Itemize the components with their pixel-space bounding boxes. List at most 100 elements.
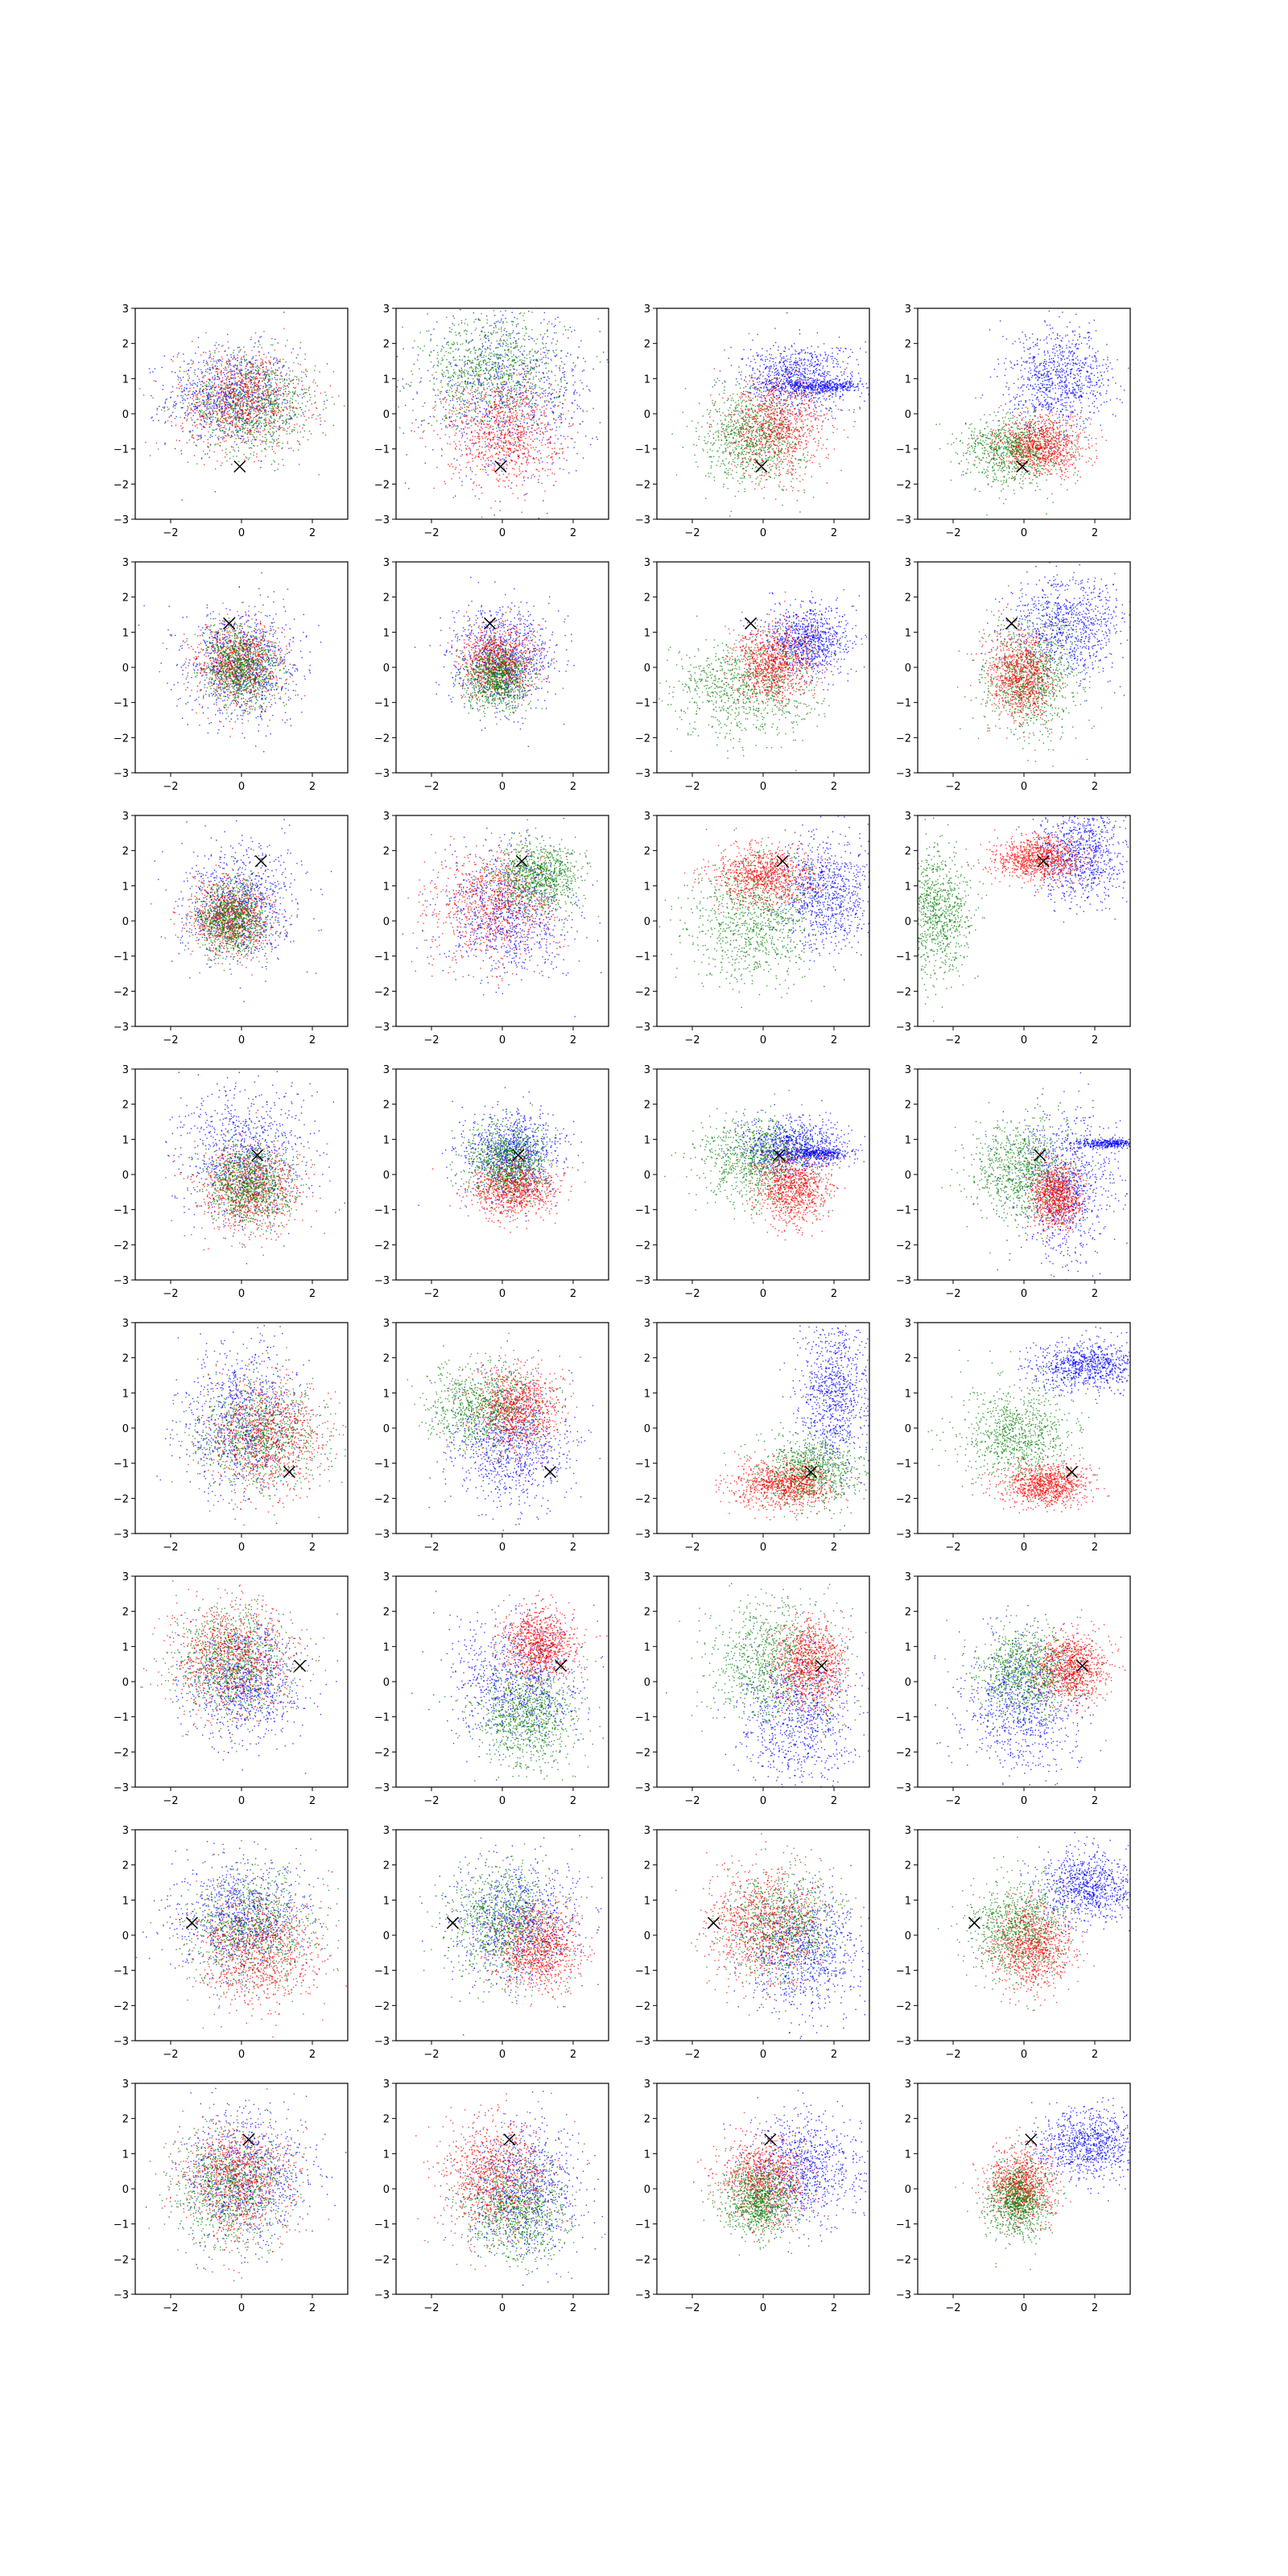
- y-tick-label: −2: [635, 1493, 650, 1505]
- x-tick-label: 0: [238, 2302, 245, 2314]
- green-point-cloud: [151, 1840, 340, 2017]
- y-tick-label: −3: [374, 1529, 390, 1541]
- x-tick-label: 2: [570, 1034, 576, 1046]
- y-tick-label: −1: [114, 444, 129, 456]
- x-marker: [255, 856, 266, 867]
- axes-frame: [396, 1576, 609, 1787]
- y-tick-label: 2: [383, 2114, 390, 2126]
- x-tick-label: 2: [309, 1034, 316, 1046]
- y-tick-label: 2: [644, 339, 650, 351]
- green-point-cloud: [464, 819, 600, 931]
- y-tick-label: 0: [644, 1677, 650, 1689]
- point-clouds: [407, 1333, 601, 1531]
- y-tick-label: −3: [635, 768, 650, 780]
- y-tick-label: −3: [374, 514, 390, 526]
- y-tick-label: 2: [383, 1353, 390, 1365]
- x-tick-label: 0: [760, 527, 766, 539]
- point-clouds: [664, 1090, 865, 1241]
- y-tick-label: −1: [114, 698, 129, 710]
- x-marker: [295, 1660, 306, 1671]
- x-tick-label: 0: [760, 1288, 766, 1300]
- point-clouds: [666, 1583, 869, 1788]
- point-clouds: [918, 815, 1131, 1022]
- y-tick-label: 0: [644, 2184, 650, 2196]
- point-clouds: [941, 1072, 1130, 1281]
- x-marker: [1006, 617, 1018, 629]
- x-tick-label: −2: [945, 1542, 960, 1554]
- y-tick-label: 2: [122, 1353, 129, 1365]
- y-tick-label: −3: [114, 1782, 129, 1794]
- y-tick-label: 1: [122, 2149, 129, 2161]
- x-tick-label: 2: [570, 1795, 576, 1807]
- y-tick-label: 0: [122, 409, 129, 421]
- x-tick-label: −2: [163, 1034, 178, 1046]
- y-tick-label: 2: [383, 592, 390, 605]
- y-tick-label: 2: [644, 1860, 650, 1872]
- y-tick-label: 0: [644, 1930, 650, 1942]
- blue-point-cloud: [402, 818, 602, 1018]
- y-tick-label: −1: [114, 1459, 129, 1471]
- y-tick-label: 1: [383, 627, 390, 639]
- x-tick-label: −2: [945, 1034, 960, 1046]
- point-clouds: [658, 589, 867, 771]
- y-tick-label: −2: [896, 1747, 911, 1759]
- y-tick-label: 1: [905, 881, 911, 893]
- y-tick-label: −1: [635, 1205, 650, 1217]
- x-marker: [495, 461, 506, 473]
- x-tick-label: 0: [1021, 1034, 1027, 1046]
- y-tick-label: −1: [635, 1712, 650, 1724]
- y-tick-label: 3: [905, 303, 911, 316]
- y-tick-label: −3: [635, 1529, 650, 1541]
- blue-point-cloud: [935, 1605, 1101, 1785]
- point-clouds: [928, 1327, 1132, 1513]
- y-tick-label: 0: [644, 1423, 650, 1435]
- y-tick-label: 3: [644, 303, 650, 316]
- y-tick-label: 1: [383, 1134, 390, 1146]
- y-tick-label: 0: [383, 1930, 390, 1942]
- y-tick-label: 3: [644, 1064, 650, 1076]
- x-tick-label: 0: [499, 2302, 506, 2314]
- y-tick-label: 1: [122, 627, 129, 639]
- y-tick-label: −1: [896, 1459, 911, 1471]
- point-clouds: [935, 1605, 1126, 1785]
- y-tick-label: 3: [122, 1318, 129, 1330]
- y-tick-label: 3: [644, 557, 650, 569]
- red-point-cloud: [697, 2112, 844, 2254]
- axes-frame: [396, 1323, 609, 1534]
- y-tick-label: 3: [383, 811, 390, 823]
- y-tick-label: 1: [383, 2149, 390, 2161]
- y-tick-label: 1: [122, 374, 129, 386]
- y-tick-label: −3: [114, 2036, 129, 2048]
- red-point-cloud: [457, 1880, 599, 2007]
- y-tick-label: 2: [383, 1860, 390, 1872]
- y-tick-label: 0: [905, 1170, 911, 1182]
- x-tick-label: 2: [1092, 1795, 1098, 1807]
- x-tick-label: −2: [163, 781, 178, 793]
- point-clouds: [693, 2090, 870, 2255]
- x-tick-label: −2: [163, 527, 178, 539]
- y-tick-label: 3: [122, 303, 129, 316]
- y-tick-label: −2: [635, 986, 650, 998]
- y-tick-label: −2: [896, 2000, 911, 2013]
- y-tick-label: 0: [383, 916, 390, 928]
- y-tick-label: 1: [905, 1388, 911, 1400]
- y-tick-label: 1: [905, 1134, 911, 1146]
- y-tick-label: −2: [114, 986, 129, 998]
- x-tick-label: −2: [684, 1288, 700, 1300]
- y-tick-label: −2: [374, 479, 390, 491]
- blue-point-cloud: [421, 1835, 602, 2036]
- y-tick-label: −2: [635, 1747, 650, 1759]
- y-tick-label: −3: [374, 2289, 390, 2301]
- x-tick-label: 0: [499, 1288, 506, 1300]
- y-tick-label: 1: [644, 1388, 650, 1400]
- y-tick-label: 0: [122, 1677, 129, 1689]
